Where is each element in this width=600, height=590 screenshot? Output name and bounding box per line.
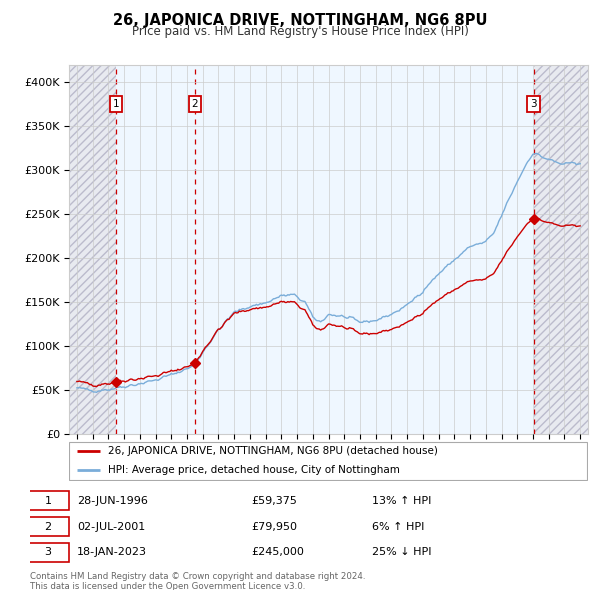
Bar	[69, 65, 116, 434]
Text: 6% ↑ HPI: 6% ↑ HPI	[372, 522, 425, 532]
Text: 1: 1	[44, 496, 52, 506]
Text: 28-JUN-1996: 28-JUN-1996	[77, 496, 148, 506]
Bar	[533, 65, 588, 434]
Text: 3: 3	[530, 99, 537, 109]
Text: This data is licensed under the Open Government Licence v3.0.: This data is licensed under the Open Gov…	[30, 582, 305, 590]
Bar	[533, 65, 588, 434]
Text: 3: 3	[44, 548, 52, 558]
Text: HPI: Average price, detached house, City of Nottingham: HPI: Average price, detached house, City…	[108, 464, 400, 474]
Bar	[69, 65, 116, 434]
Text: 26, JAPONICA DRIVE, NOTTINGHAM, NG6 8PU: 26, JAPONICA DRIVE, NOTTINGHAM, NG6 8PU	[113, 13, 487, 28]
Text: Price paid vs. HM Land Registry's House Price Index (HPI): Price paid vs. HM Land Registry's House …	[131, 25, 469, 38]
Text: £245,000: £245,000	[251, 548, 304, 558]
Text: 25% ↓ HPI: 25% ↓ HPI	[372, 548, 432, 558]
Text: £59,375: £59,375	[251, 496, 296, 506]
Text: 2: 2	[191, 99, 198, 109]
Text: 2: 2	[44, 522, 52, 532]
FancyBboxPatch shape	[27, 517, 68, 536]
Text: 13% ↑ HPI: 13% ↑ HPI	[372, 496, 431, 506]
Text: 18-JAN-2023: 18-JAN-2023	[77, 548, 147, 558]
FancyBboxPatch shape	[69, 441, 587, 480]
FancyBboxPatch shape	[27, 491, 68, 510]
Bar	[195, 65, 533, 434]
Text: Contains HM Land Registry data © Crown copyright and database right 2024.: Contains HM Land Registry data © Crown c…	[30, 572, 365, 581]
Text: 26, JAPONICA DRIVE, NOTTINGHAM, NG6 8PU (detached house): 26, JAPONICA DRIVE, NOTTINGHAM, NG6 8PU …	[108, 446, 438, 455]
Text: £79,950: £79,950	[251, 522, 297, 532]
Text: 1: 1	[113, 99, 119, 109]
Bar	[116, 65, 195, 434]
Text: 02-JUL-2001: 02-JUL-2001	[77, 522, 145, 532]
FancyBboxPatch shape	[27, 543, 68, 562]
